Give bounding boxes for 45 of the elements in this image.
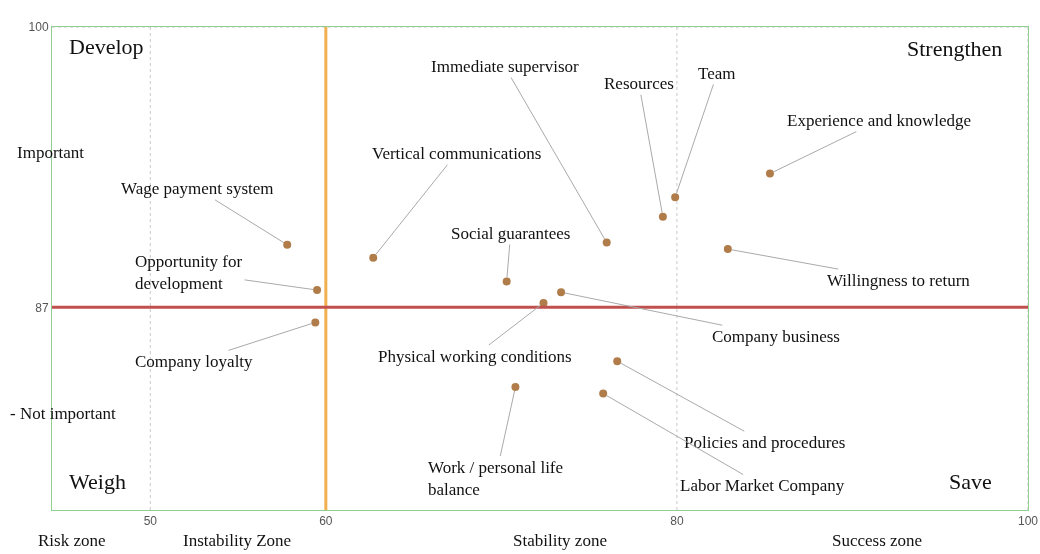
annotation: Develop — [69, 34, 144, 59]
x-tick-label: 80 — [670, 514, 684, 529]
x-tick-label: 60 — [319, 514, 333, 529]
point — [539, 299, 548, 307]
annotation: Resources — [604, 74, 674, 93]
x-tick-label: 50 — [143, 514, 158, 529]
point — [369, 253, 378, 262]
point — [511, 383, 520, 392]
annotation: Willingness to return — [827, 271, 971, 290]
point — [671, 193, 680, 202]
annotation: Important — [17, 143, 85, 162]
point — [502, 277, 511, 286]
point — [311, 318, 320, 327]
x-tick-label: 100 — [1017, 514, 1039, 529]
annotation: Social guarantees — [451, 224, 571, 243]
point — [313, 286, 322, 295]
annotation: Company loyalty — [135, 352, 254, 371]
point — [557, 288, 566, 297]
text: Instability Zone — [183, 531, 292, 550]
annotation: Weigh — [69, 469, 126, 494]
annotation: Policies and procedures — [684, 433, 846, 452]
annotation: Wage payment system — [121, 179, 274, 198]
annotation: Experience and knowledge — [787, 111, 972, 130]
annotation: Physical working conditions — [378, 347, 572, 366]
annotation: Opportunity for development — [135, 252, 243, 294]
point — [765, 169, 774, 178]
annotation: Company business — [712, 327, 840, 346]
annotation: Strengthen — [907, 36, 1003, 61]
point — [723, 245, 732, 254]
y-tick-label: 87 — [35, 300, 49, 315]
annotation: Immediate supervisor — [431, 57, 580, 76]
text: Success zone — [832, 531, 923, 550]
annotation: Team — [698, 64, 736, 83]
point — [658, 212, 667, 221]
point — [613, 357, 622, 366]
point — [283, 240, 292, 249]
annotation: Labor Market Company — [680, 476, 845, 495]
annotation: Work / personal life balance — [428, 458, 564, 500]
text: Stability zone — [513, 531, 607, 550]
point — [602, 238, 611, 247]
annotation: - Not important — [10, 404, 117, 423]
annotation: Vertical communications — [372, 144, 542, 163]
point — [599, 389, 608, 398]
annotation: Save — [949, 469, 992, 494]
text: Risk zone — [38, 531, 106, 550]
